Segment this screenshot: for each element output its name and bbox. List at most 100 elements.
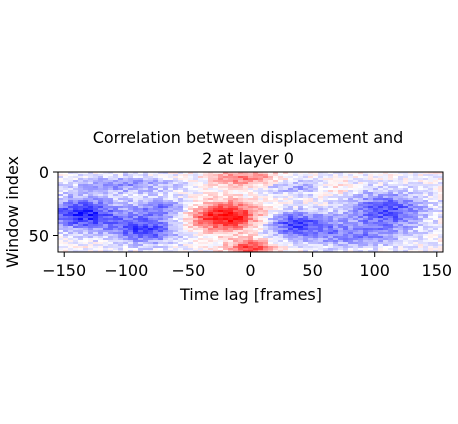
heatmap-cell (118, 178, 124, 181)
heatmap-cell (438, 248, 444, 251)
heatmap-cell (168, 234, 174, 237)
heatmap-cell (168, 196, 174, 199)
heatmap-cell (248, 246, 254, 249)
heatmap-cell (288, 188, 294, 191)
heatmap-cell (378, 250, 384, 253)
heatmap-cell (68, 244, 74, 247)
heatmap-cell (168, 184, 174, 187)
heatmap-cell (228, 216, 234, 219)
heatmap-cell (198, 232, 204, 235)
heatmap-cell (418, 192, 424, 195)
heatmap-cell (283, 182, 289, 185)
heatmap-cell (173, 234, 179, 237)
heatmap-cell (278, 172, 284, 175)
heatmap-cell (383, 238, 389, 241)
heatmap-cell (438, 242, 444, 245)
heatmap-cell (283, 220, 289, 223)
heatmap-cell (138, 208, 144, 211)
heatmap-cell (223, 206, 229, 209)
heatmap-cell (273, 250, 279, 253)
heatmap-cell (298, 222, 304, 225)
heatmap-cell (393, 190, 399, 193)
heatmap-cell (178, 188, 184, 191)
heatmap-cell (223, 234, 229, 237)
heatmap-cell (358, 198, 364, 201)
heatmap-cell (153, 222, 159, 225)
heatmap-cell (223, 196, 229, 199)
heatmap-cell (243, 206, 249, 209)
heatmap-cell (348, 188, 354, 191)
heatmap-cell (228, 214, 234, 217)
heatmap-cell (303, 250, 309, 253)
heatmap-cell (403, 202, 409, 205)
heatmap-cell (253, 180, 259, 183)
heatmap-cell (218, 184, 224, 187)
heatmap-cell (78, 208, 84, 211)
heatmap-cell (318, 228, 324, 231)
heatmap-cell (258, 242, 264, 245)
heatmap-cell (168, 198, 174, 201)
heatmap-cell (218, 236, 224, 239)
heatmap-cell (363, 212, 369, 215)
heatmap-cell (338, 212, 344, 215)
heatmap-cell (373, 216, 379, 219)
heatmap-cell (123, 224, 129, 227)
heatmap-cell (343, 242, 349, 245)
heatmap-cell (388, 208, 394, 211)
heatmap-cell (438, 240, 444, 243)
heatmap-cell (268, 200, 274, 203)
heatmap-cell (283, 218, 289, 221)
heatmap-cell (158, 184, 164, 187)
heatmap-cell (268, 204, 274, 207)
heatmap-cell (78, 234, 84, 237)
heatmap-cell (148, 218, 154, 221)
heatmap-cell (68, 216, 74, 219)
heatmap-cell (188, 172, 194, 175)
heatmap-cell (388, 194, 394, 197)
heatmap-cell (238, 176, 244, 179)
heatmap-cell (108, 204, 114, 207)
heatmap-cell (118, 242, 124, 245)
heatmap-cell (113, 186, 119, 189)
heatmap-cell (383, 240, 389, 243)
heatmap-cell (118, 190, 124, 193)
heatmap-cell (383, 204, 389, 207)
heatmap-cell (273, 210, 279, 213)
heatmap-cell (213, 178, 219, 181)
heatmap-cell (138, 222, 144, 225)
heatmap-cell (128, 192, 134, 195)
heatmap-cell (373, 224, 379, 227)
heatmap-cell (78, 220, 84, 223)
heatmap-cell (118, 234, 124, 237)
heatmap-cell (163, 196, 169, 199)
heatmap-cell (83, 236, 89, 239)
heatmap-cell (433, 226, 439, 229)
heatmap-cell (173, 202, 179, 205)
heatmap-cell (193, 184, 199, 187)
heatmap-cell (218, 224, 224, 227)
heatmap-cell (128, 230, 134, 233)
heatmap-cell (138, 204, 144, 207)
heatmap-cell (233, 240, 239, 243)
heatmap-cell (403, 196, 409, 199)
heatmap-cell (98, 178, 104, 181)
heatmap-cell (408, 206, 414, 209)
heatmap-cell (113, 178, 119, 181)
heatmap-cell (123, 232, 129, 235)
heatmap-cell (123, 188, 129, 191)
heatmap-cell (373, 240, 379, 243)
heatmap-cell (123, 204, 129, 207)
heatmap-cell (358, 192, 364, 195)
heatmap-cell (278, 244, 284, 247)
heatmap-cell (178, 218, 184, 221)
heatmap-cell (348, 190, 354, 193)
heatmap-cell (233, 214, 239, 217)
heatmap-cell (373, 218, 379, 221)
heatmap-cell (228, 236, 234, 239)
heatmap-cell (138, 238, 144, 241)
heatmap-cell (433, 176, 439, 179)
heatmap-cell (418, 180, 424, 183)
heatmap-cell (213, 226, 219, 229)
heatmap-cell (188, 222, 194, 225)
heatmap-cell (288, 178, 294, 181)
